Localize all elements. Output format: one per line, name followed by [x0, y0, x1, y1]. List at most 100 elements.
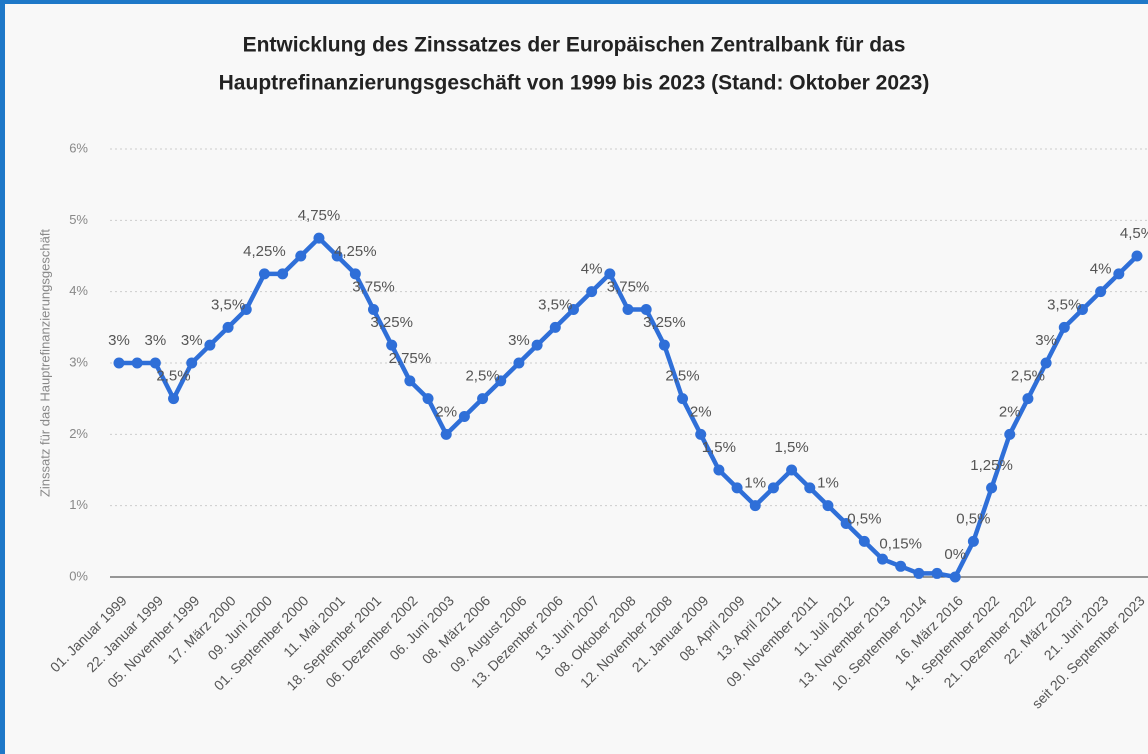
chart-title: Hauptrefinanzierungsgeschäft von 1999 bi… — [219, 72, 930, 95]
point — [913, 567, 925, 579]
point — [949, 571, 961, 583]
data-label: 3,25% — [643, 314, 686, 331]
point — [495, 375, 507, 387]
data-label: 0% — [944, 546, 966, 563]
point — [1004, 428, 1016, 440]
data-label: 2% — [690, 403, 712, 420]
point — [531, 339, 543, 351]
data-label: 3,5% — [1047, 296, 1081, 313]
data-label: 2% — [435, 403, 457, 420]
point — [477, 393, 489, 405]
point — [967, 535, 979, 547]
point — [822, 500, 834, 512]
y-axis-label: Zinssatz für das Hauptrefinanzierungsges… — [37, 229, 52, 497]
data-label: 2,5% — [1011, 368, 1045, 385]
point — [204, 339, 216, 351]
data-label: 2,5% — [665, 368, 699, 385]
point — [549, 321, 561, 333]
data-label: 0,15% — [879, 535, 922, 552]
point — [840, 518, 852, 529]
data-label: 3% — [108, 332, 130, 349]
point — [368, 304, 379, 315]
point — [858, 535, 870, 547]
data-label: 1% — [744, 475, 766, 492]
data-label: 1,5% — [775, 439, 809, 456]
point — [1040, 357, 1052, 369]
frame-edge — [0, 0, 1148, 4]
point — [422, 393, 434, 405]
data-label: 2% — [999, 403, 1021, 420]
data-label: 3% — [181, 332, 203, 349]
data-label: 0,5% — [956, 510, 990, 527]
chart-title: Entwicklung des Zinssatzes der Europäisc… — [243, 34, 906, 57]
point — [1022, 393, 1034, 405]
point — [786, 464, 798, 476]
data-label: 2,5% — [156, 368, 190, 385]
data-label: 3,75% — [352, 278, 395, 295]
point — [567, 304, 579, 315]
point — [113, 357, 125, 369]
data-label: 4,75% — [298, 207, 341, 224]
point — [386, 339, 398, 351]
point — [731, 482, 743, 494]
y-tick-label: 1% — [69, 497, 88, 512]
data-label: 4,5% — [1120, 225, 1148, 242]
point — [749, 500, 761, 512]
point — [986, 482, 998, 494]
point — [240, 304, 252, 315]
point — [1058, 321, 1070, 333]
point — [313, 232, 325, 244]
point — [895, 560, 907, 572]
y-tick-label: 5% — [69, 212, 88, 227]
point — [695, 428, 707, 440]
y-tick-label: 2% — [69, 426, 88, 441]
point — [713, 464, 725, 476]
point — [513, 357, 525, 369]
point — [222, 321, 234, 333]
point — [640, 304, 652, 315]
data-label: 0,5% — [847, 510, 881, 527]
point — [440, 428, 452, 440]
point — [149, 357, 161, 369]
point — [186, 357, 198, 369]
point — [258, 268, 270, 280]
point — [804, 482, 816, 494]
point — [1131, 250, 1143, 262]
point — [1095, 286, 1107, 298]
point — [767, 482, 779, 494]
data-label: 3,75% — [607, 278, 650, 295]
data-label: 3% — [508, 332, 530, 349]
data-label: 4,25% — [334, 243, 377, 260]
y-tick-label: 4% — [69, 283, 88, 298]
data-label: 3,5% — [211, 296, 245, 313]
data-label: 3% — [145, 332, 167, 349]
point — [677, 393, 689, 405]
data-label: 3,25% — [370, 314, 413, 331]
point — [168, 393, 180, 405]
data-label: 3% — [1035, 332, 1057, 349]
data-label: 4,25% — [243, 243, 286, 260]
point — [586, 286, 598, 298]
data-label: 3,5% — [538, 296, 572, 313]
data-label: 1,5% — [702, 439, 736, 456]
point — [604, 268, 616, 280]
point — [877, 553, 888, 565]
point — [404, 375, 416, 387]
data-label: 4% — [1090, 261, 1112, 278]
point — [931, 567, 943, 579]
y-tick-label: 0% — [69, 568, 88, 583]
data-label: 4% — [581, 261, 603, 278]
point — [658, 339, 670, 351]
point — [331, 250, 343, 262]
y-tick-label: 3% — [69, 354, 88, 369]
point — [131, 357, 143, 369]
data-label: 1% — [817, 475, 839, 492]
data-label: 1,25% — [970, 457, 1013, 474]
point — [295, 250, 307, 262]
point — [349, 268, 361, 280]
point — [277, 268, 289, 280]
data-label: 2,75% — [389, 350, 432, 367]
point — [1113, 268, 1125, 280]
